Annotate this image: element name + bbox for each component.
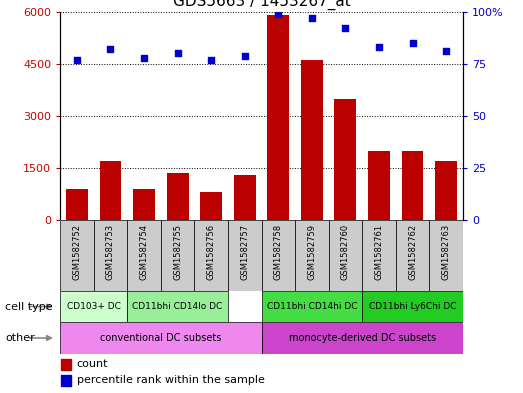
Text: CD11bhi CD14lo DC: CD11bhi CD14lo DC: [132, 302, 223, 311]
Bar: [396, 220, 429, 291]
Bar: [200, 192, 222, 220]
Text: GSM1582758: GSM1582758: [274, 224, 283, 280]
Bar: [262, 291, 362, 322]
Bar: [228, 220, 262, 291]
Text: CD103+ DC: CD103+ DC: [67, 302, 121, 311]
Text: GSM1582763: GSM1582763: [441, 224, 451, 280]
Bar: [60, 322, 262, 354]
Bar: [66, 189, 88, 220]
Bar: [295, 220, 328, 291]
Text: CD11bhi CD14hi DC: CD11bhi CD14hi DC: [267, 302, 357, 311]
Bar: [161, 220, 195, 291]
Bar: [267, 15, 289, 220]
Bar: [362, 220, 396, 291]
Bar: [60, 220, 94, 291]
Bar: [167, 173, 188, 220]
Text: monocyte-derived DC subsets: monocyte-derived DC subsets: [289, 333, 436, 343]
Point: [73, 57, 81, 63]
Point: [442, 48, 450, 55]
Point: [207, 57, 215, 63]
Bar: [301, 61, 323, 220]
Bar: [328, 220, 362, 291]
Bar: [429, 220, 463, 291]
Point: [274, 11, 282, 17]
Point: [174, 50, 182, 57]
Bar: [94, 220, 127, 291]
Text: count: count: [77, 358, 108, 369]
Text: other: other: [5, 333, 35, 343]
Text: GSM1582753: GSM1582753: [106, 224, 115, 280]
Bar: [99, 161, 121, 220]
Bar: [195, 220, 228, 291]
Bar: [133, 189, 155, 220]
Bar: [335, 99, 356, 220]
Point: [408, 40, 417, 46]
Text: CD11bhi Ly6Chi DC: CD11bhi Ly6Chi DC: [369, 302, 456, 311]
Text: GSM1582762: GSM1582762: [408, 224, 417, 280]
Text: GSM1582761: GSM1582761: [374, 224, 383, 280]
Point: [341, 25, 349, 31]
Bar: [368, 151, 390, 220]
Text: GSM1582752: GSM1582752: [72, 224, 82, 279]
Bar: [402, 151, 424, 220]
Bar: [61, 375, 71, 386]
Bar: [127, 220, 161, 291]
Point: [375, 44, 383, 50]
Point: [140, 55, 148, 61]
Text: GSM1582760: GSM1582760: [341, 224, 350, 280]
Point: [106, 46, 115, 52]
Text: conventional DC subsets: conventional DC subsets: [100, 333, 222, 343]
Bar: [262, 220, 295, 291]
Text: GSM1582756: GSM1582756: [207, 224, 215, 280]
Text: percentile rank within the sample: percentile rank within the sample: [77, 375, 265, 384]
Text: GSM1582759: GSM1582759: [308, 224, 316, 279]
Bar: [60, 291, 127, 322]
Point: [241, 52, 249, 59]
Bar: [435, 161, 457, 220]
Text: GSM1582757: GSM1582757: [240, 224, 249, 280]
Bar: [234, 175, 256, 220]
Bar: [127, 291, 228, 322]
Bar: [61, 359, 71, 369]
Title: GDS5663 / 1453267_at: GDS5663 / 1453267_at: [173, 0, 350, 11]
Bar: [262, 322, 463, 354]
Text: cell type: cell type: [5, 301, 53, 312]
Bar: [362, 291, 463, 322]
Text: GSM1582754: GSM1582754: [140, 224, 149, 279]
Point: [308, 15, 316, 21]
Text: GSM1582755: GSM1582755: [173, 224, 182, 279]
